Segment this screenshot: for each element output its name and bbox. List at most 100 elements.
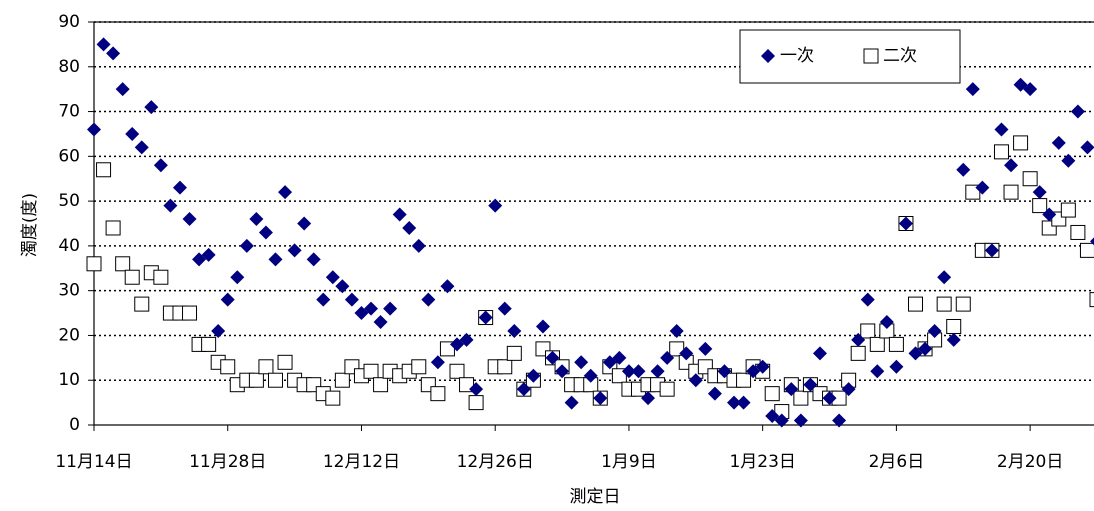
x-tick-label: 11月14日 — [55, 452, 132, 472]
diamond-point — [163, 198, 178, 213]
square-point — [201, 336, 217, 352]
diamond-point — [994, 122, 1009, 137]
square-point — [860, 323, 876, 339]
x-tick-label: 1月9日 — [601, 452, 657, 472]
y-tick-label: 50 — [58, 191, 80, 211]
square-point — [153, 269, 169, 285]
square-point — [1003, 184, 1019, 200]
diamond-point — [593, 391, 608, 406]
diamond-point — [918, 341, 933, 356]
diamond-point — [421, 292, 436, 307]
diamond-point — [478, 310, 493, 325]
square-point — [182, 305, 198, 321]
diamond-point — [736, 395, 751, 410]
diamond-point — [106, 46, 121, 61]
diamond-point — [545, 350, 560, 365]
square-point — [869, 336, 885, 352]
diamond-point — [306, 252, 321, 267]
diamond-point — [373, 315, 388, 330]
square-point — [908, 296, 924, 312]
diamond-point — [707, 386, 722, 401]
diamond-point — [535, 319, 550, 334]
square-point — [134, 296, 150, 312]
diamond-point — [898, 216, 913, 231]
diamond-point — [812, 346, 827, 361]
square-point — [86, 256, 102, 272]
square-point — [863, 48, 879, 64]
square-point — [115, 256, 131, 272]
diamond-point — [583, 368, 598, 383]
square-point — [248, 372, 264, 388]
diamond-point — [927, 323, 942, 338]
square-point — [993, 144, 1009, 160]
diamond-point — [335, 279, 350, 294]
diamond-point — [1032, 185, 1047, 200]
diamond-point — [631, 364, 646, 379]
diamond-point — [602, 355, 617, 370]
diamond-point — [497, 301, 512, 316]
diamond-point — [201, 247, 216, 262]
square-point — [439, 341, 455, 357]
y-tick-label: 60 — [58, 146, 80, 166]
diamond-point — [96, 37, 111, 52]
diamond-point — [354, 306, 369, 321]
x-tick-label: 2月20日 — [997, 452, 1063, 472]
diamond-point — [411, 238, 426, 253]
diamond-point — [774, 413, 789, 428]
square-point — [936, 296, 952, 312]
diamond-point — [851, 332, 866, 347]
diamond-point — [1042, 207, 1057, 222]
diamond-point — [1051, 135, 1066, 150]
y-tick-label: 20 — [58, 325, 80, 345]
diamond-point — [1023, 82, 1038, 97]
diamond-point — [440, 279, 455, 294]
x-tick-label: 11月28日 — [189, 452, 266, 472]
y-tick-label: 40 — [58, 236, 80, 256]
diamond-point — [268, 252, 283, 267]
diamond-point — [555, 364, 570, 379]
diamond-point — [392, 207, 407, 222]
square-point — [506, 345, 522, 361]
y-tick-label: 0 — [69, 415, 80, 435]
diamond-point — [144, 100, 159, 115]
diamond-point — [956, 162, 971, 177]
diamond-point — [698, 341, 713, 356]
diamond-point — [1070, 104, 1085, 119]
square-point — [659, 381, 675, 397]
x-tick-label: 12月26日 — [457, 452, 534, 472]
diamond-point — [469, 382, 484, 397]
diamond-point — [1061, 153, 1076, 168]
diamond-point — [564, 395, 579, 410]
diamond-point — [402, 220, 417, 235]
diamond-point — [344, 292, 359, 307]
square-point — [258, 359, 274, 375]
diamond-point — [488, 198, 503, 213]
diamond-point — [278, 185, 293, 200]
y-tick-label: 10 — [58, 370, 80, 390]
square-point — [955, 296, 971, 312]
diamond-point — [192, 252, 207, 267]
diamond-point — [1013, 77, 1028, 92]
square-point — [373, 377, 389, 393]
diamond-point — [660, 350, 675, 365]
diamond-point — [761, 49, 775, 63]
diamond-point — [287, 243, 302, 258]
diamond-point — [87, 122, 101, 137]
diamond-point — [746, 364, 761, 379]
diamond-point — [526, 368, 541, 383]
diamond-point — [832, 413, 847, 428]
square-point — [497, 359, 513, 375]
diamond-point — [182, 212, 197, 227]
square-point — [736, 372, 752, 388]
square-point — [965, 184, 981, 200]
diamond-point — [574, 355, 589, 370]
diamond-point — [727, 395, 742, 410]
diamond-point — [612, 350, 627, 365]
diamond-point — [908, 346, 923, 361]
diamond-point — [211, 323, 226, 338]
square-point — [220, 359, 236, 375]
diamond-point — [860, 292, 875, 307]
y-tick-label: 90 — [58, 12, 80, 32]
diamond-point — [1080, 140, 1094, 155]
diamond-point — [153, 158, 168, 173]
